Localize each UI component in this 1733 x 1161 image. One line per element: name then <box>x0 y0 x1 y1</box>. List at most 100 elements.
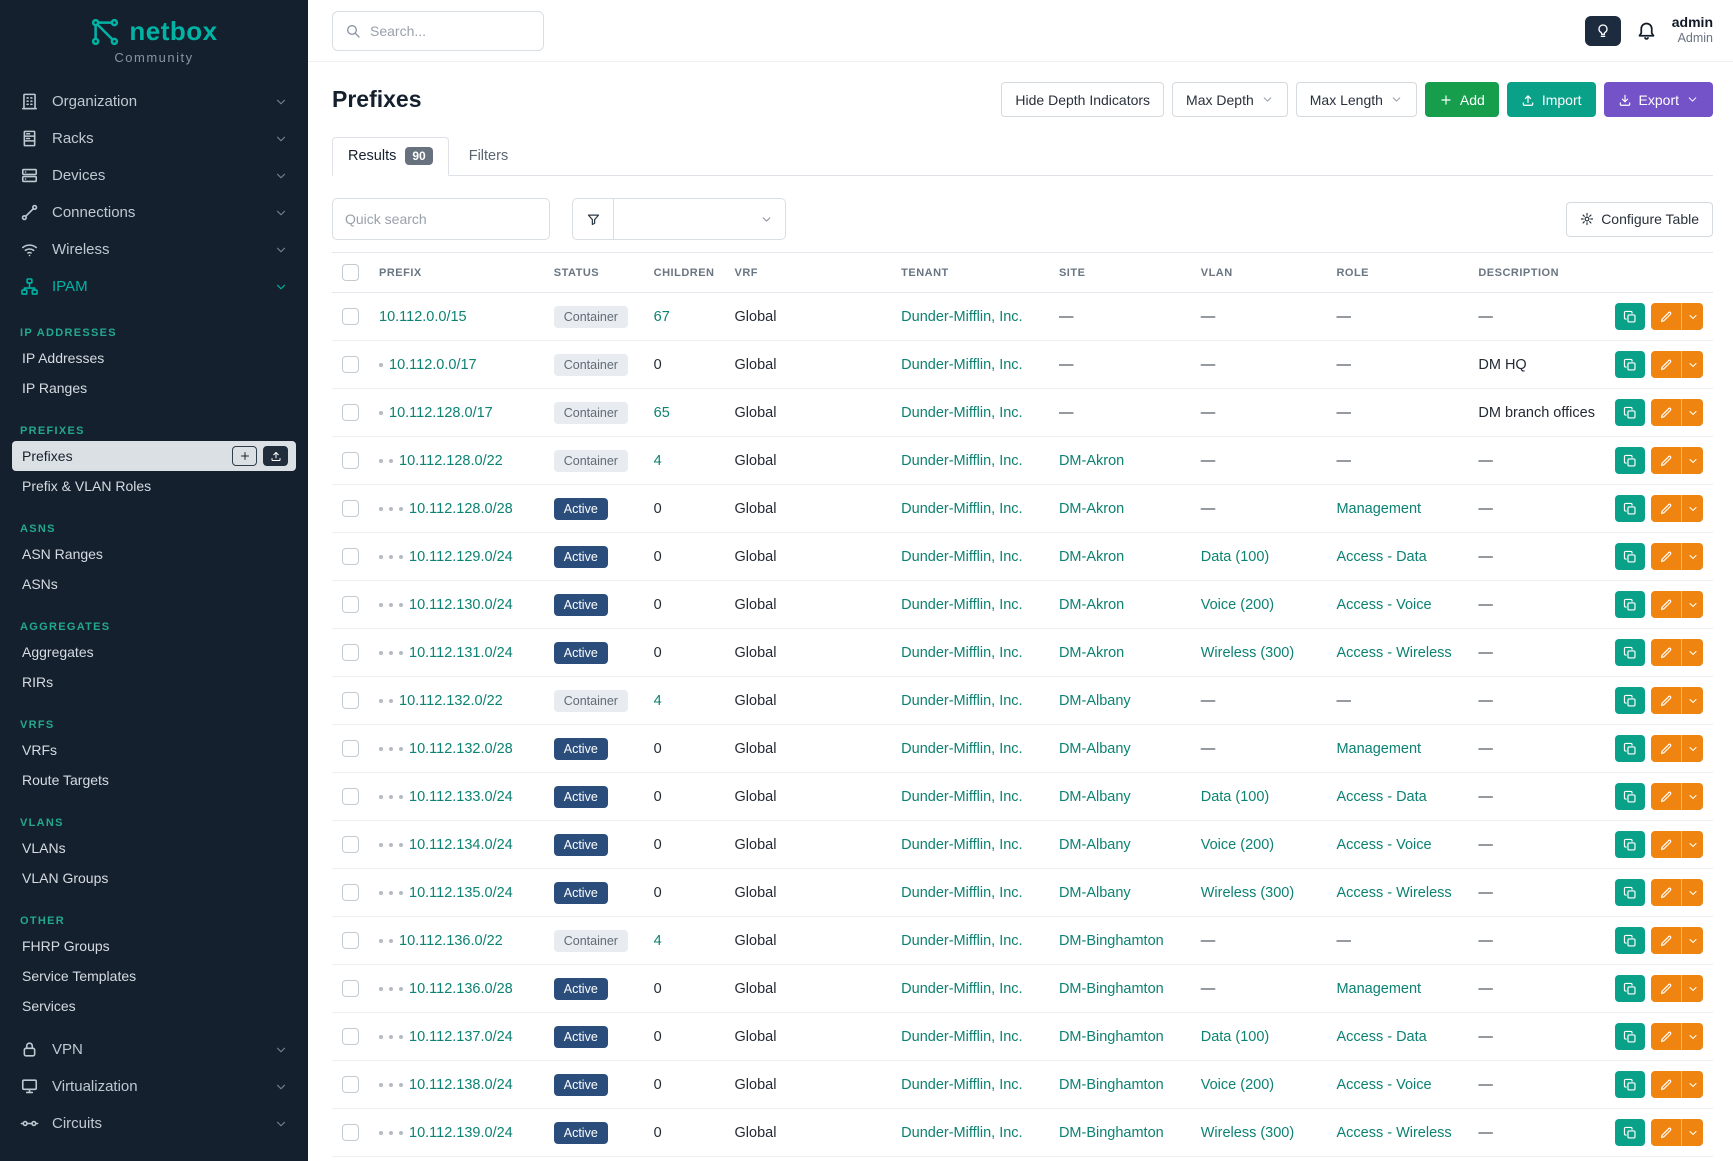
edit-button[interactable] <box>1651 543 1681 570</box>
sidebar-item-aggregates[interactable]: Aggregates <box>22 644 94 660</box>
saved-filter-select[interactable] <box>614 198 786 240</box>
column-header-description[interactable]: DESCRIPTION <box>1468 252 1605 293</box>
sidebar-item-asn-ranges[interactable]: ASN Ranges <box>22 546 103 562</box>
copy-button[interactable] <box>1615 831 1645 858</box>
edit-dropdown-button[interactable] <box>1681 927 1703 954</box>
notifications-button[interactable] <box>1636 20 1657 41</box>
site-link[interactable]: DM-Binghamton <box>1058 1124 1164 1141</box>
role-link[interactable]: Access - Voice <box>1336 596 1432 613</box>
tab-filters[interactable]: Filters <box>453 137 524 176</box>
sidebar-item-service-templates[interactable]: Service Templates <box>22 968 137 984</box>
prefix-link[interactable]: 10.112.129.0/24 <box>409 548 513 565</box>
edit-dropdown-button[interactable] <box>1681 495 1703 522</box>
sidebar-item-racks[interactable]: Racks <box>12 120 296 157</box>
site-link[interactable]: DM-Akron <box>1058 500 1125 517</box>
tenant-link[interactable]: Dunder-Mifflin, Inc. <box>901 740 1023 757</box>
site-link[interactable]: DM-Albany <box>1058 692 1131 709</box>
vlan-link[interactable]: Data (100) <box>1200 548 1270 565</box>
copy-button[interactable] <box>1615 783 1645 810</box>
prefix-link[interactable]: 10.112.136.0/22 <box>399 932 503 949</box>
theme-toggle-button[interactable] <box>1584 15 1621 46</box>
edit-button[interactable] <box>1651 447 1681 474</box>
site-link[interactable]: DM-Binghamton <box>1058 932 1164 949</box>
role-link[interactable]: Management <box>1336 740 1422 757</box>
vlan-link[interactable]: Wireless (300) <box>1200 884 1295 901</box>
prefix-link[interactable]: 10.112.130.0/24 <box>409 596 513 613</box>
tenant-link[interactable]: Dunder-Mifflin, Inc. <box>901 308 1023 325</box>
edit-dropdown-button[interactable] <box>1681 831 1703 858</box>
site-link[interactable]: DM-Akron <box>1058 596 1125 613</box>
tenant-link[interactable]: Dunder-Mifflin, Inc. <box>901 356 1023 373</box>
edit-dropdown-button[interactable] <box>1681 1119 1703 1146</box>
row-checkbox[interactable] <box>342 1124 359 1141</box>
copy-button[interactable] <box>1615 927 1645 954</box>
edit-button[interactable] <box>1651 303 1681 330</box>
site-link[interactable]: DM-Albany <box>1058 740 1131 757</box>
role-link[interactable]: Access - Wireless <box>1336 1124 1452 1141</box>
vlan-link[interactable]: Wireless (300) <box>1200 1124 1295 1141</box>
sidebar-item-circuits[interactable]: Circuits <box>12 1105 296 1142</box>
copy-button[interactable] <box>1615 447 1645 474</box>
edit-dropdown-button[interactable] <box>1681 783 1703 810</box>
row-checkbox[interactable] <box>342 836 359 853</box>
edit-dropdown-button[interactable] <box>1681 879 1703 906</box>
edit-button[interactable] <box>1651 975 1681 1002</box>
edit-button[interactable] <box>1651 399 1681 426</box>
prefix-link[interactable]: 10.112.128.0/17 <box>389 404 493 421</box>
sidebar-item-asns[interactable]: ASNs <box>22 576 58 592</box>
column-header-role[interactable]: ROLE <box>1326 252 1469 293</box>
max-depth-dropdown[interactable]: Max Depth <box>1172 82 1288 117</box>
site-link[interactable]: DM-Albany <box>1058 836 1131 853</box>
site-link[interactable]: DM-Albany <box>1058 788 1131 805</box>
tenant-link[interactable]: Dunder-Mifflin, Inc. <box>901 1124 1023 1141</box>
sidebar-item-rirs[interactable]: RIRs <box>22 674 54 690</box>
edit-dropdown-button[interactable] <box>1681 351 1703 378</box>
copy-button[interactable] <box>1615 495 1645 522</box>
sidebar-item-ipam[interactable]: IPAM <box>12 268 296 305</box>
tenant-link[interactable]: Dunder-Mifflin, Inc. <box>901 788 1023 805</box>
edit-button[interactable] <box>1651 591 1681 618</box>
edit-dropdown-button[interactable] <box>1681 639 1703 666</box>
row-checkbox[interactable] <box>342 308 359 325</box>
role-link[interactable]: Access - Data <box>1336 788 1427 805</box>
column-header-children[interactable]: CHILDREN <box>643 252 725 293</box>
copy-button[interactable] <box>1615 1119 1645 1146</box>
column-header-status[interactable]: STATUS <box>543 252 644 293</box>
copy-button[interactable] <box>1615 879 1645 906</box>
vlan-link[interactable]: Data (100) <box>1200 788 1270 805</box>
row-checkbox[interactable] <box>342 452 359 469</box>
row-checkbox[interactable] <box>342 404 359 421</box>
prefix-link[interactable]: 10.112.137.0/24 <box>409 1028 513 1045</box>
role-link[interactable]: Access - Wireless <box>1336 644 1452 661</box>
vlan-link[interactable]: Voice (200) <box>1200 1076 1275 1093</box>
vlan-link[interactable]: Voice (200) <box>1200 596 1275 613</box>
edit-dropdown-button[interactable] <box>1681 687 1703 714</box>
sidebar-item-ip-addresses[interactable]: IP Addresses <box>22 350 105 366</box>
filter-button[interactable] <box>572 198 614 240</box>
sidebar-import-prefix-button[interactable] <box>263 446 288 466</box>
site-link[interactable]: DM-Albany <box>1058 884 1131 901</box>
brand[interactable]: netbox Community <box>0 0 308 73</box>
children-link[interactable]: 4 <box>653 932 662 949</box>
vlan-link[interactable]: Voice (200) <box>1200 836 1275 853</box>
tenant-link[interactable]: Dunder-Mifflin, Inc. <box>901 836 1023 853</box>
row-checkbox[interactable] <box>342 596 359 613</box>
row-checkbox[interactable] <box>342 692 359 709</box>
sidebar-item-prefix-vlan-roles[interactable]: Prefix & VLAN Roles <box>22 478 152 494</box>
edit-dropdown-button[interactable] <box>1681 543 1703 570</box>
prefix-link[interactable]: 10.112.128.0/22 <box>399 452 503 469</box>
copy-button[interactable] <box>1615 687 1645 714</box>
edit-dropdown-button[interactable] <box>1681 1071 1703 1098</box>
edit-button[interactable] <box>1651 495 1681 522</box>
prefix-link[interactable]: 10.112.131.0/24 <box>409 644 513 661</box>
copy-button[interactable] <box>1615 975 1645 1002</box>
edit-button[interactable] <box>1651 351 1681 378</box>
tenant-link[interactable]: Dunder-Mifflin, Inc. <box>901 980 1023 997</box>
row-checkbox[interactable] <box>342 788 359 805</box>
sidebar-item-virtualization[interactable]: Virtualization <box>12 1068 296 1105</box>
tenant-link[interactable]: Dunder-Mifflin, Inc. <box>901 932 1023 949</box>
configure-table-button[interactable]: Configure Table <box>1566 201 1713 237</box>
vlan-link[interactable]: Wireless (300) <box>1200 644 1295 661</box>
edit-dropdown-button[interactable] <box>1681 975 1703 1002</box>
site-link[interactable]: DM-Akron <box>1058 452 1125 469</box>
